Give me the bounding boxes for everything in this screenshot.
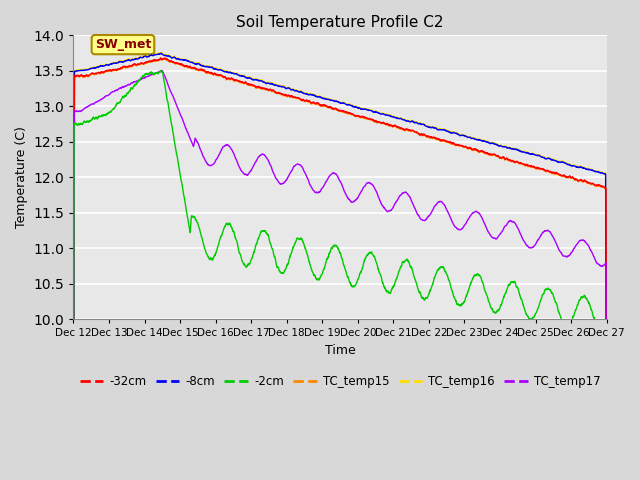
Text: SW_met: SW_met <box>95 38 151 51</box>
Title: Soil Temperature Profile C2: Soil Temperature Profile C2 <box>236 15 444 30</box>
Y-axis label: Temperature (C): Temperature (C) <box>15 126 28 228</box>
X-axis label: Time: Time <box>324 344 355 357</box>
Legend: -32cm, -8cm, -2cm, TC_temp15, TC_temp16, TC_temp17: -32cm, -8cm, -2cm, TC_temp15, TC_temp16,… <box>75 371 605 393</box>
